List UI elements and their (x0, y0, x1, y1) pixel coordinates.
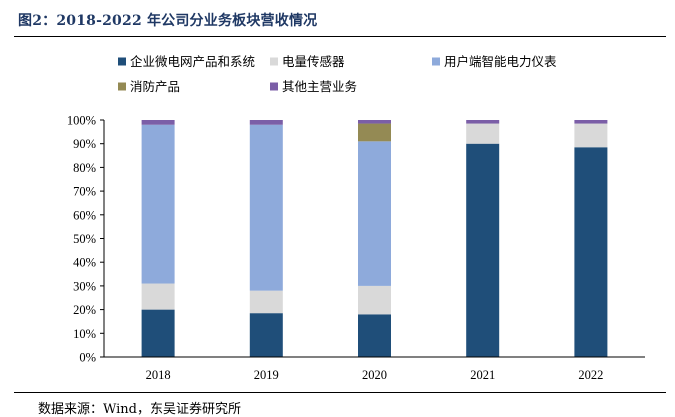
y-tick-label: 70% (73, 185, 96, 199)
bar-segment (249, 124, 283, 291)
bar-segment (249, 120, 283, 125)
bar-segment (141, 309, 175, 357)
x-tick-label: 2018 (146, 368, 171, 382)
bar-segment (358, 120, 391, 124)
bar-segment (358, 314, 391, 357)
legend-swatch (118, 82, 126, 91)
bar-segment (358, 141, 391, 286)
legend-swatch (270, 82, 278, 91)
x-tick-label: 2020 (362, 368, 387, 382)
bar-segment (358, 285, 391, 315)
bar-segment (574, 147, 608, 357)
legend-label: 企业微电网产品和系统 (130, 54, 255, 69)
bar-segment (249, 313, 283, 357)
bar-segment (466, 123, 500, 144)
bar-segment (466, 143, 500, 357)
legend-label: 用户端智能电力仪表 (444, 54, 557, 69)
bar-segment (141, 283, 175, 310)
top-rule (14, 36, 666, 37)
bar-segment (574, 120, 608, 124)
x-axis: 2018 2019 2020 2021 2022 (104, 356, 645, 382)
y-tick-label: 0% (79, 351, 96, 365)
legend-swatch (270, 57, 278, 66)
y-tick-label: 90% (73, 137, 96, 151)
bar-segment (358, 123, 391, 142)
legend-label: 电量传感器 (282, 54, 345, 69)
legend-swatch (118, 57, 126, 66)
bar-segment (466, 120, 500, 124)
legend-label: 消防产品 (130, 79, 180, 94)
bar-segment (141, 124, 175, 284)
x-tick-label: 2019 (254, 368, 279, 382)
y-axis: 0% 10% 20% 30% 40% 50% 60% 70% 80% 90% 100% (67, 114, 105, 365)
source-note: 数据来源：Wind，东吴证券研究所 (38, 402, 241, 417)
bar-segment (574, 123, 608, 148)
x-tick-label: 2021 (470, 368, 495, 382)
y-tick-label: 50% (73, 232, 96, 246)
figure-title: 图2：2018-2022 年公司分业务板块营收情况 (18, 13, 318, 29)
y-tick-label: 40% (73, 256, 96, 270)
bottom-rule (14, 392, 666, 393)
y-tick-label: 20% (73, 303, 96, 317)
y-tick-label: 30% (73, 279, 96, 293)
y-tick-label: 80% (73, 161, 96, 175)
y-tick-label: 10% (73, 327, 96, 341)
y-tick-label: 100% (67, 114, 96, 128)
y-tick-label: 60% (73, 208, 96, 222)
legend-label: 其他主营业务 (282, 79, 357, 94)
bar-segment (141, 120, 175, 125)
x-tick-label: 2022 (578, 368, 603, 382)
bar-segment (249, 290, 283, 314)
bars (141, 120, 608, 357)
legend-swatch (432, 57, 440, 66)
